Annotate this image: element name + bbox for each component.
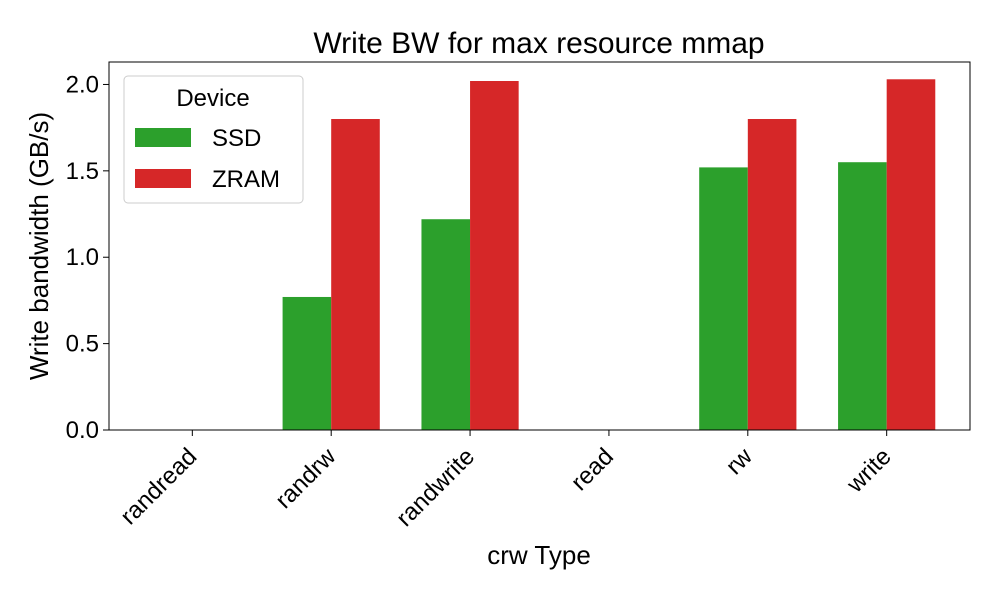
y-tick-label: 2.0 — [66, 71, 99, 98]
bar-ssd-write — [838, 162, 887, 430]
legend: Device SSD ZRAM — [123, 75, 304, 204]
x-tick-label: randwrite — [391, 443, 480, 532]
bar-zram-randrw — [331, 119, 380, 430]
y-tick-label: 1.5 — [66, 158, 99, 185]
y-tick-label: 0.5 — [66, 331, 99, 358]
y-tick-label: 0.0 — [66, 417, 99, 444]
x-tick-label: rw — [721, 443, 758, 480]
y-tick-label: 1.0 — [66, 244, 99, 271]
bar-zram-rw — [747, 119, 797, 430]
bars-layer — [282, 79, 936, 430]
x-axis: randread randrw randwrite read rw write — [115, 430, 897, 532]
x-axis-label: crw Type — [487, 540, 591, 570]
legend-title: Device — [176, 85, 249, 112]
legend-swatch-ssd — [135, 128, 191, 147]
bar-ssd-randrw — [282, 296, 332, 430]
x-tick-label: randread — [115, 443, 202, 530]
bar-ssd-rw — [699, 167, 748, 430]
plot-area-frame — [108, 61, 971, 431]
bar-ssd-randwrite — [421, 219, 471, 430]
y-axis-label: Write bandwidth (GB/s) — [24, 112, 54, 380]
chart-title: Write BW for max resource mmap — [313, 27, 764, 60]
x-tick-label: write — [841, 443, 897, 499]
y-axis: 0.0 0.5 1.0 1.5 2.0 — [66, 71, 109, 444]
legend-label-zram: ZRAM — [212, 166, 280, 193]
legend-swatch-zram — [135, 169, 191, 188]
bar-zram-randwrite — [470, 81, 519, 430]
x-tick-label: read — [566, 443, 619, 496]
bar-zram-write — [886, 79, 936, 430]
x-tick-label: randrw — [270, 443, 341, 514]
legend-label-ssd: SSD — [212, 125, 261, 152]
